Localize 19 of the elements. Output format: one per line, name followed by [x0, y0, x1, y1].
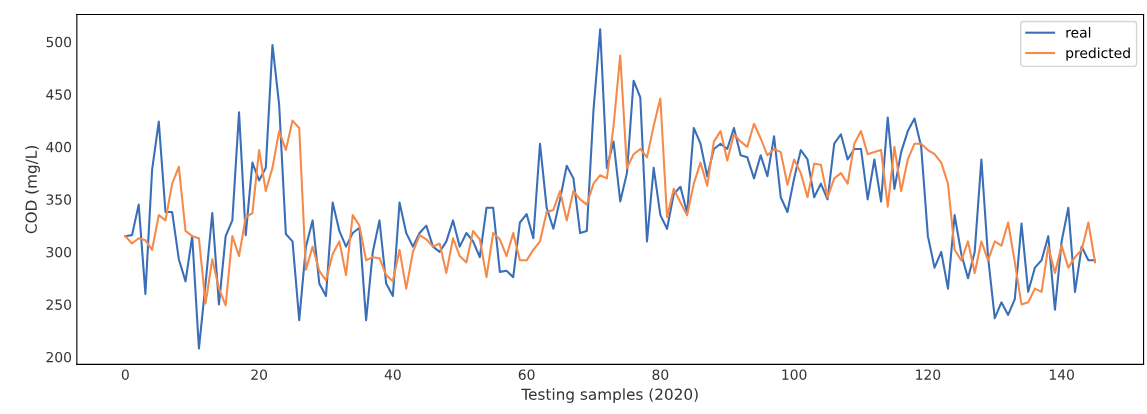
y-tick-label: 350 [46, 194, 72, 205]
legend-label: real [1066, 26, 1091, 38]
x-tick-label: 20 [251, 369, 268, 380]
x-tick-label: 40 [384, 369, 401, 380]
y-tick-label: 400 [46, 141, 72, 153]
x-tick-label: 80 [652, 369, 669, 380]
y-tick-label: 500 [46, 36, 72, 48]
y-tick-label: 450 [46, 89, 72, 100]
y-tick-label: 300 [46, 246, 72, 258]
legend-label: predicted [1066, 47, 1130, 61]
x-tick-label: 140 [1049, 369, 1074, 380]
y-axis-title: COD (mg/L) [25, 145, 40, 234]
y-tick-label: 200 [46, 351, 72, 363]
x-tick-label: 120 [916, 369, 941, 380]
y-tick-label: 250 [46, 299, 72, 310]
x-axis-title: Testing samples (2020) [521, 388, 698, 403]
x-tick-label: 0 [121, 369, 129, 380]
x-tick-label: 100 [782, 369, 807, 380]
x-tick-label: 60 [518, 369, 535, 380]
